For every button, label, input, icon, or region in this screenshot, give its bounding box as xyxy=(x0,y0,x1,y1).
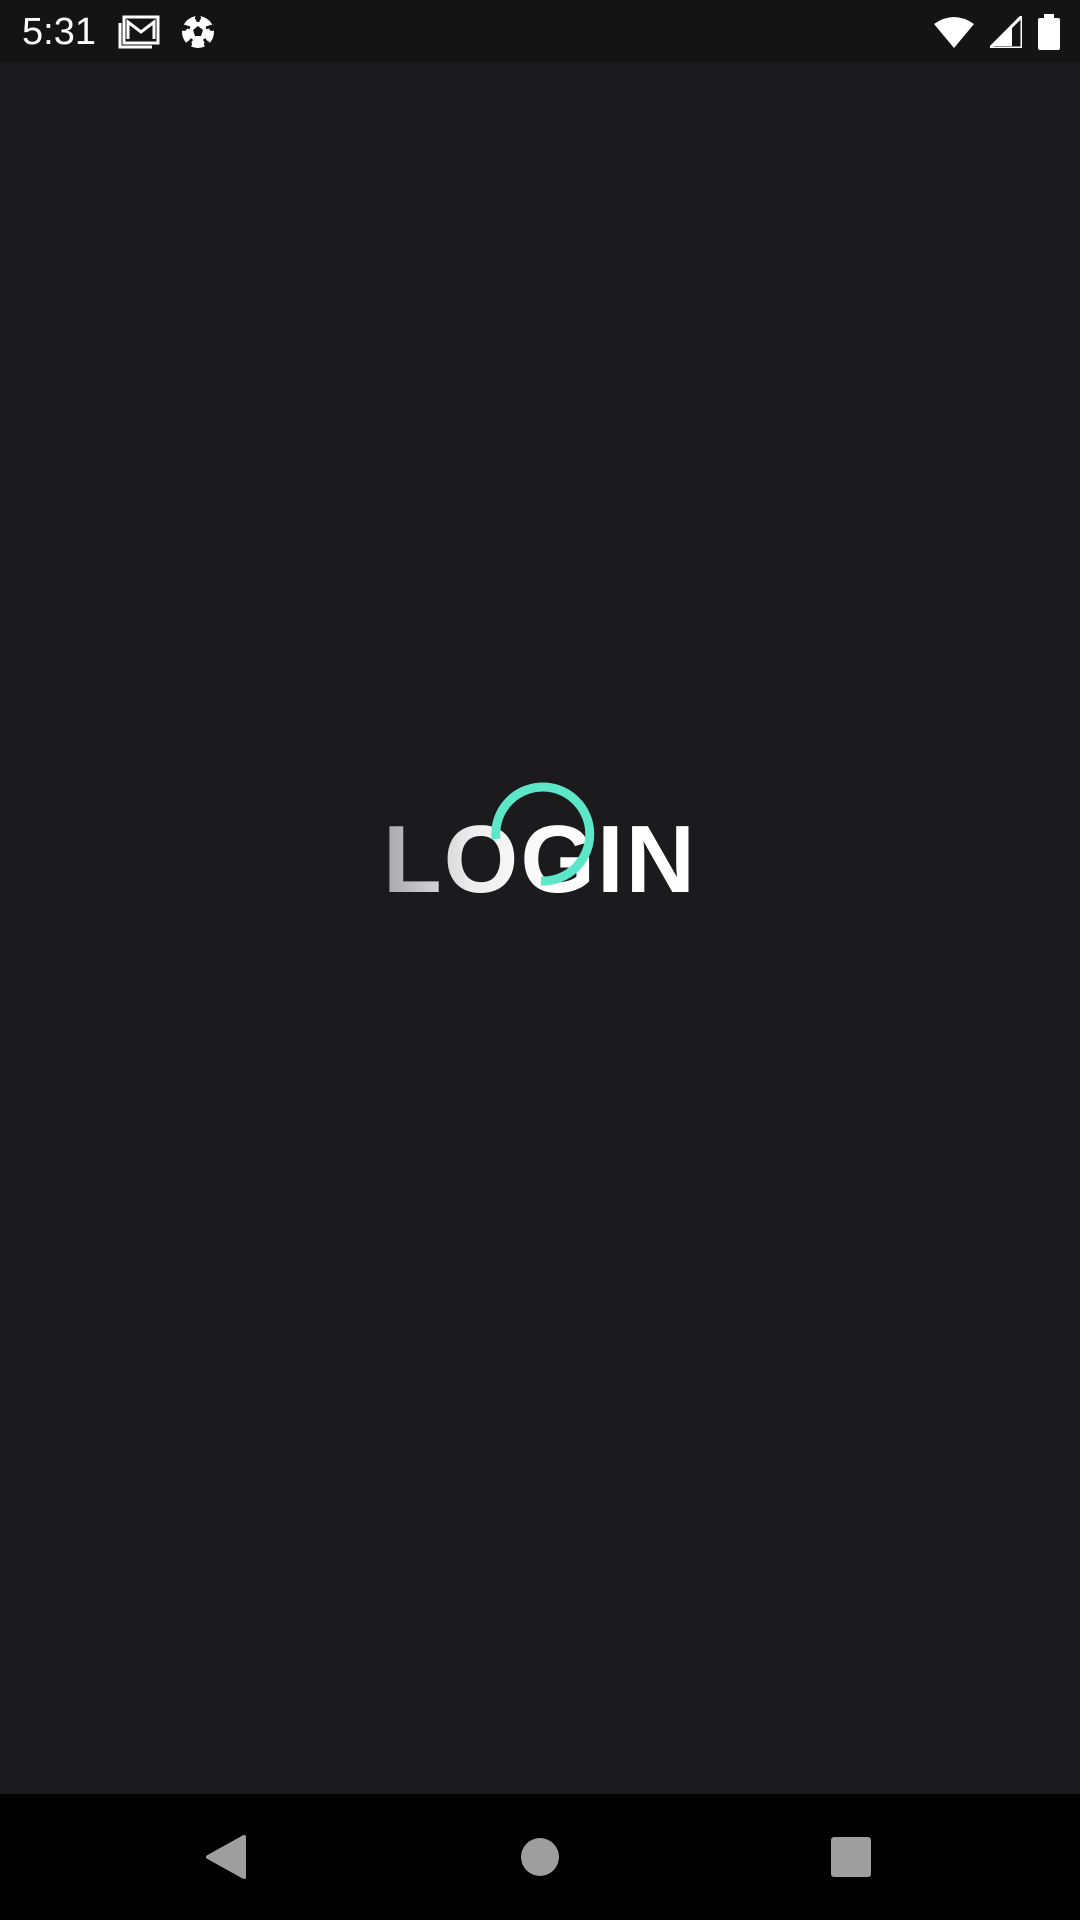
login-label: LOGIN xyxy=(383,806,697,913)
main-content xyxy=(0,63,1080,1794)
soccer-ball-icon xyxy=(180,14,216,50)
status-bar: 5:31 xyxy=(0,0,1080,63)
status-notification-icons xyxy=(118,12,216,52)
battery-icon xyxy=(1038,14,1060,50)
gmail-icon xyxy=(118,15,160,49)
recents-icon xyxy=(831,1837,871,1877)
cell-signal-icon xyxy=(990,16,1022,48)
status-time: 5:31 xyxy=(22,11,96,53)
recents-button[interactable] xyxy=(771,1794,931,1920)
login-loading-area: LOGIN xyxy=(0,780,1080,940)
back-icon xyxy=(206,1835,246,1879)
home-button[interactable] xyxy=(460,1794,620,1920)
navigation-bar xyxy=(0,1794,1080,1920)
back-button[interactable] xyxy=(146,1794,306,1920)
home-icon xyxy=(521,1838,559,1876)
status-system-icons xyxy=(934,12,1060,52)
wifi-icon xyxy=(934,16,974,48)
